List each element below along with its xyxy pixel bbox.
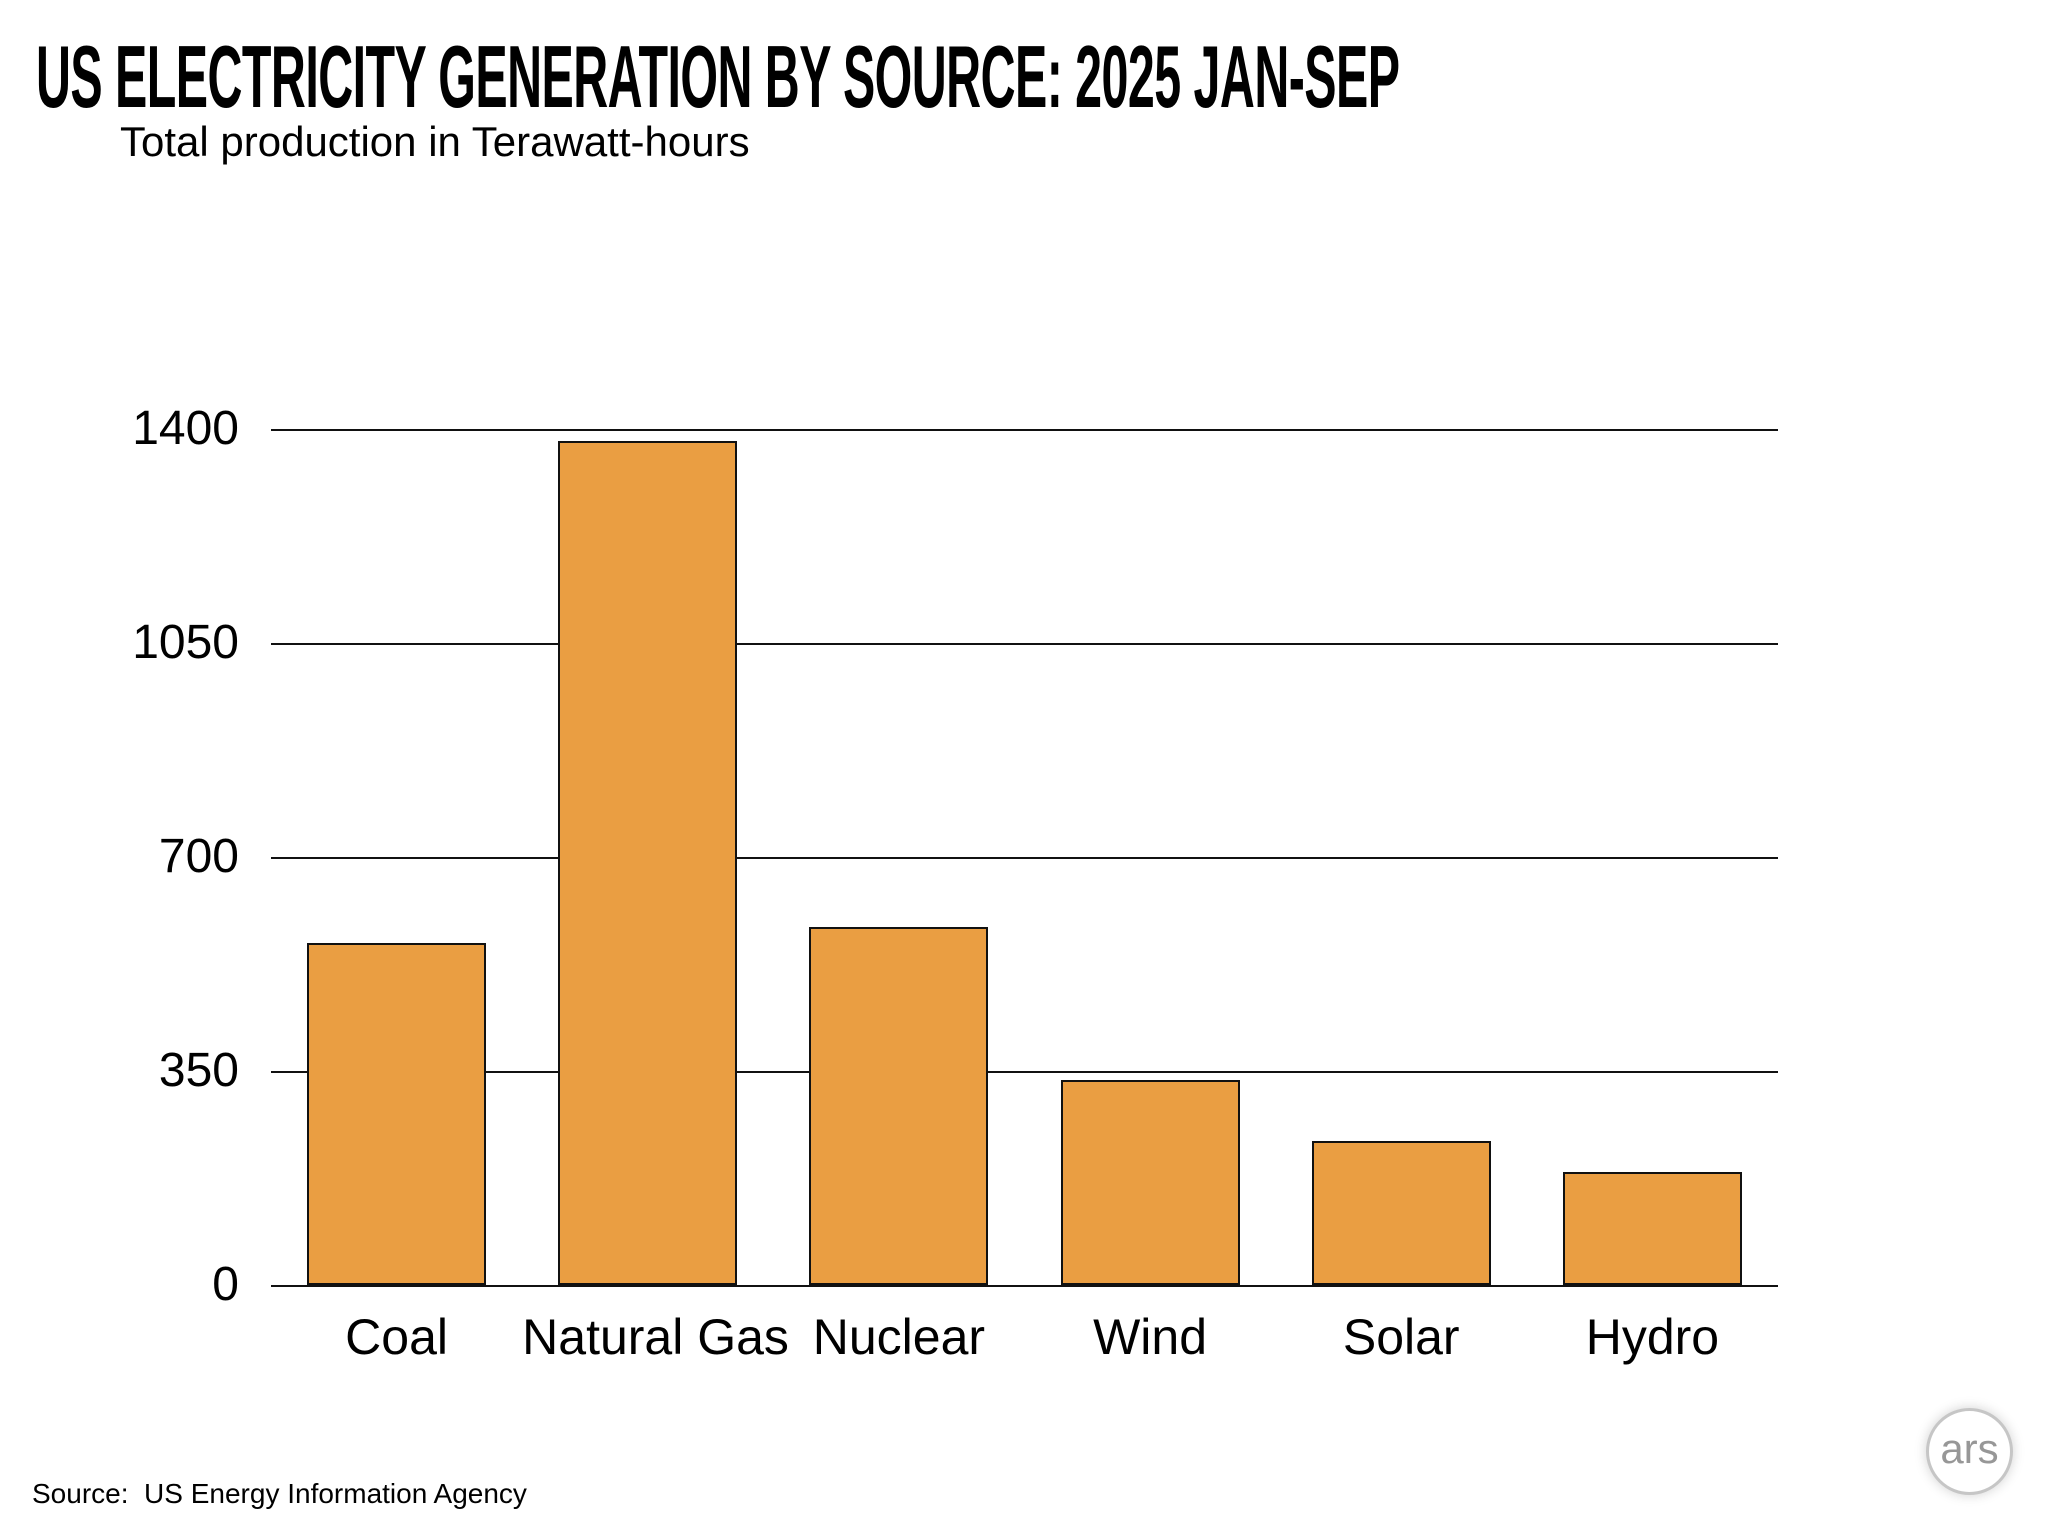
gridline-0 bbox=[271, 1285, 1778, 1287]
x-label-natural-gas: Natural Gas bbox=[522, 1309, 789, 1365]
x-label-nuclear: Nuclear bbox=[812, 1309, 986, 1365]
bar-nuclear bbox=[809, 927, 989, 1285]
bar-coal bbox=[307, 943, 487, 1285]
bar-wind bbox=[1060, 1080, 1240, 1285]
bar-hydro bbox=[1562, 1172, 1742, 1285]
y-tick-0: 0 bbox=[212, 1258, 239, 1311]
bar-solar bbox=[1311, 1141, 1491, 1285]
plot-area bbox=[271, 429, 1778, 1287]
chart-subtitle: Total production in Terawatt-hours bbox=[120, 118, 750, 165]
x-label-coal: Coal bbox=[345, 1309, 448, 1365]
ars-logo: ars bbox=[1926, 1408, 2013, 1495]
y-tick-1050: 1050 bbox=[132, 616, 239, 669]
source-note: Source: US Energy Information Agency bbox=[32, 1478, 527, 1509]
y-tick-700: 700 bbox=[158, 830, 239, 883]
gridline-1400 bbox=[271, 429, 1778, 431]
ars-logo-text: ars bbox=[1940, 1424, 1999, 1472]
gridline-1050 bbox=[271, 643, 1778, 645]
y-tick-1400: 1400 bbox=[132, 402, 239, 455]
gridline-700 bbox=[271, 857, 1778, 859]
bar-natural-gas bbox=[558, 441, 738, 1285]
y-tick-350: 350 bbox=[158, 1044, 239, 1097]
x-axis: Coal Natural Gas Nuclear Wind Solar Hydro bbox=[271, 1310, 1778, 1380]
x-label-solar: Solar bbox=[1342, 1309, 1460, 1365]
x-label-wind: Wind bbox=[1093, 1309, 1208, 1365]
y-axis: 0 350 700 1050 1400 bbox=[0, 403, 247, 1311]
chart-title: US ELECTRICITY GENERATION BY SOURCE: 202… bbox=[36, 27, 1400, 126]
x-label-hydro: Hydro bbox=[1585, 1309, 1720, 1365]
gridline-350 bbox=[271, 1071, 1778, 1073]
